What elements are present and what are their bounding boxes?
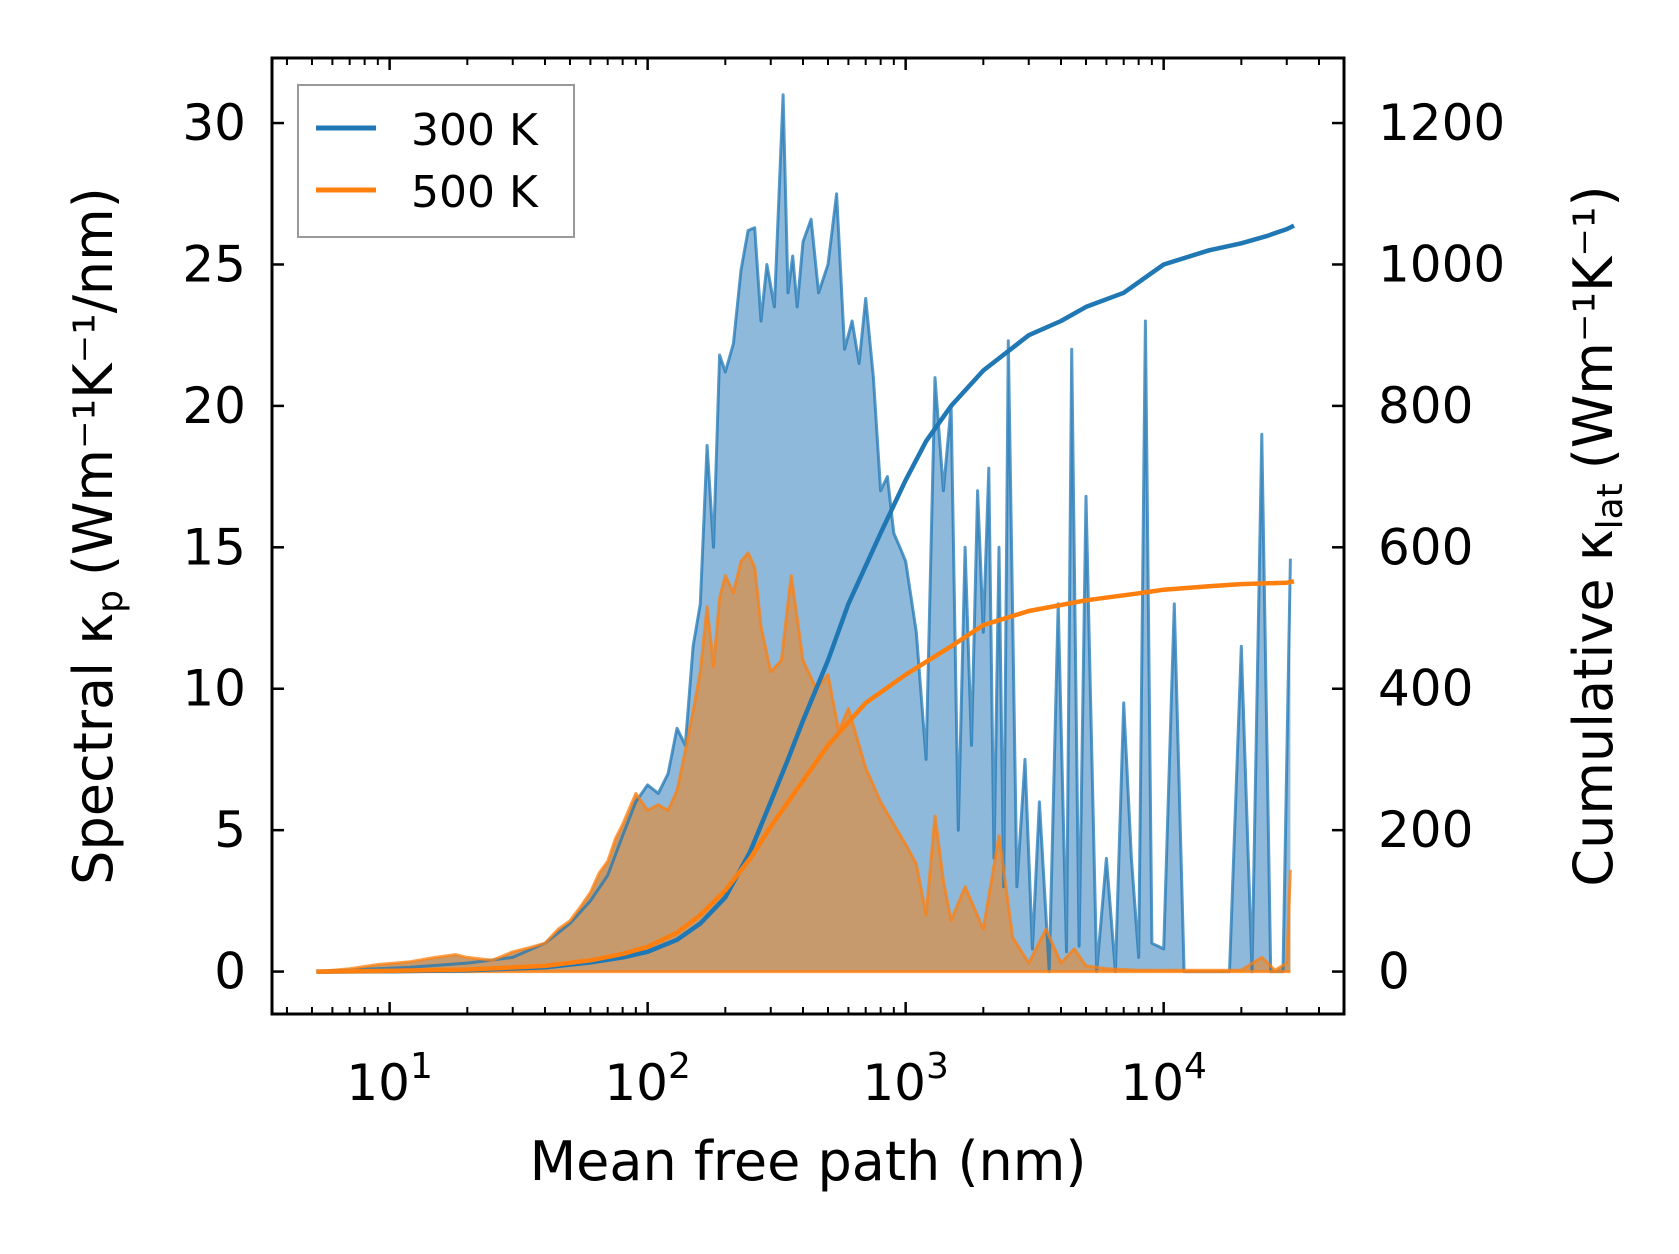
- legend: 300 K 500 K: [297, 84, 575, 238]
- right-y-tick-label-3: 600: [1378, 518, 1473, 576]
- plot-frame: [270, 56, 1346, 1016]
- left-y-tick-label-0: 0: [214, 943, 246, 1001]
- plot-area: [316, 93, 1295, 974]
- legend-box: [297, 84, 575, 238]
- x-tick-label-exp-2: 3: [926, 1046, 949, 1087]
- right-y-axis-label-units: (Wm⁻¹K⁻¹): [1562, 185, 1625, 469]
- x-tick-label-exp-3: 4: [1184, 1046, 1207, 1087]
- legend-label-300k: 300 K: [411, 105, 539, 156]
- right-y-axis-label-sub: lat: [1590, 483, 1631, 529]
- right-y-axis-label-main: Cumulative κ: [1562, 529, 1625, 886]
- right-y-tick-label-1: 200: [1378, 801, 1473, 859]
- cumulative-line-300k: [316, 223, 1295, 974]
- left-y-axis-label-main: Spectral κ: [62, 613, 125, 885]
- spectral-fill-500k: [316, 553, 1291, 972]
- x-tick-label-3: 104: [1120, 1046, 1207, 1112]
- x-axis-label: Mean free path (nm): [530, 1130, 1087, 1193]
- spectral-fill-300k: [316, 94, 1291, 972]
- x-tick-label-1: 102: [604, 1046, 691, 1112]
- x-tick-label-0: 101: [346, 1046, 433, 1112]
- x-tick-label-base-2: 10: [862, 1054, 926, 1112]
- x-tick-label-exp-1: 2: [668, 1046, 691, 1087]
- x-tick-label-base-3: 10: [1120, 1054, 1184, 1112]
- right-y-tick-label-4: 800: [1378, 377, 1473, 435]
- x-tick-label-base-1: 10: [604, 1054, 668, 1112]
- right-y-tick-label-0: 0: [1378, 943, 1410, 1001]
- left-y-axis-label: Spectral κp (Wm⁻¹K⁻¹/nm): [62, 187, 131, 885]
- right-y-tick-label-6: 1200: [1378, 94, 1505, 152]
- tick-group: 101 102 103 1040510152025300200400600800100…: [182, 58, 1505, 1112]
- left-y-axis-label-sub: p: [90, 590, 131, 613]
- right-y-tick-label-5: 1000: [1378, 235, 1505, 293]
- right-y-tick-label-2: 400: [1378, 660, 1473, 718]
- spectral-line-500k: [316, 551, 1292, 974]
- legend-label-500k: 500 K: [411, 167, 539, 218]
- left-y-tick-label-2: 10: [182, 660, 246, 718]
- cumulative-line-500k: [316, 579, 1295, 974]
- left-y-tick-label-6: 30: [182, 94, 246, 152]
- left-y-axis-label-units: (Wm⁻¹K⁻¹/nm): [62, 187, 125, 576]
- left-y-tick-label-4: 20: [182, 377, 246, 435]
- right-y-axis-label: Cumulative κlat (Wm⁻¹K⁻¹): [1562, 185, 1631, 886]
- left-y-tick-label-1: 5: [214, 801, 246, 859]
- x-tick-label-2: 103: [862, 1046, 949, 1112]
- spectral-line-300k: [316, 93, 1292, 974]
- left-y-tick-label-5: 25: [182, 235, 246, 293]
- left-y-tick-label-3: 15: [182, 518, 246, 576]
- x-tick-label-exp-0: 1: [410, 1046, 433, 1087]
- x-tick-label-base-0: 10: [346, 1054, 410, 1112]
